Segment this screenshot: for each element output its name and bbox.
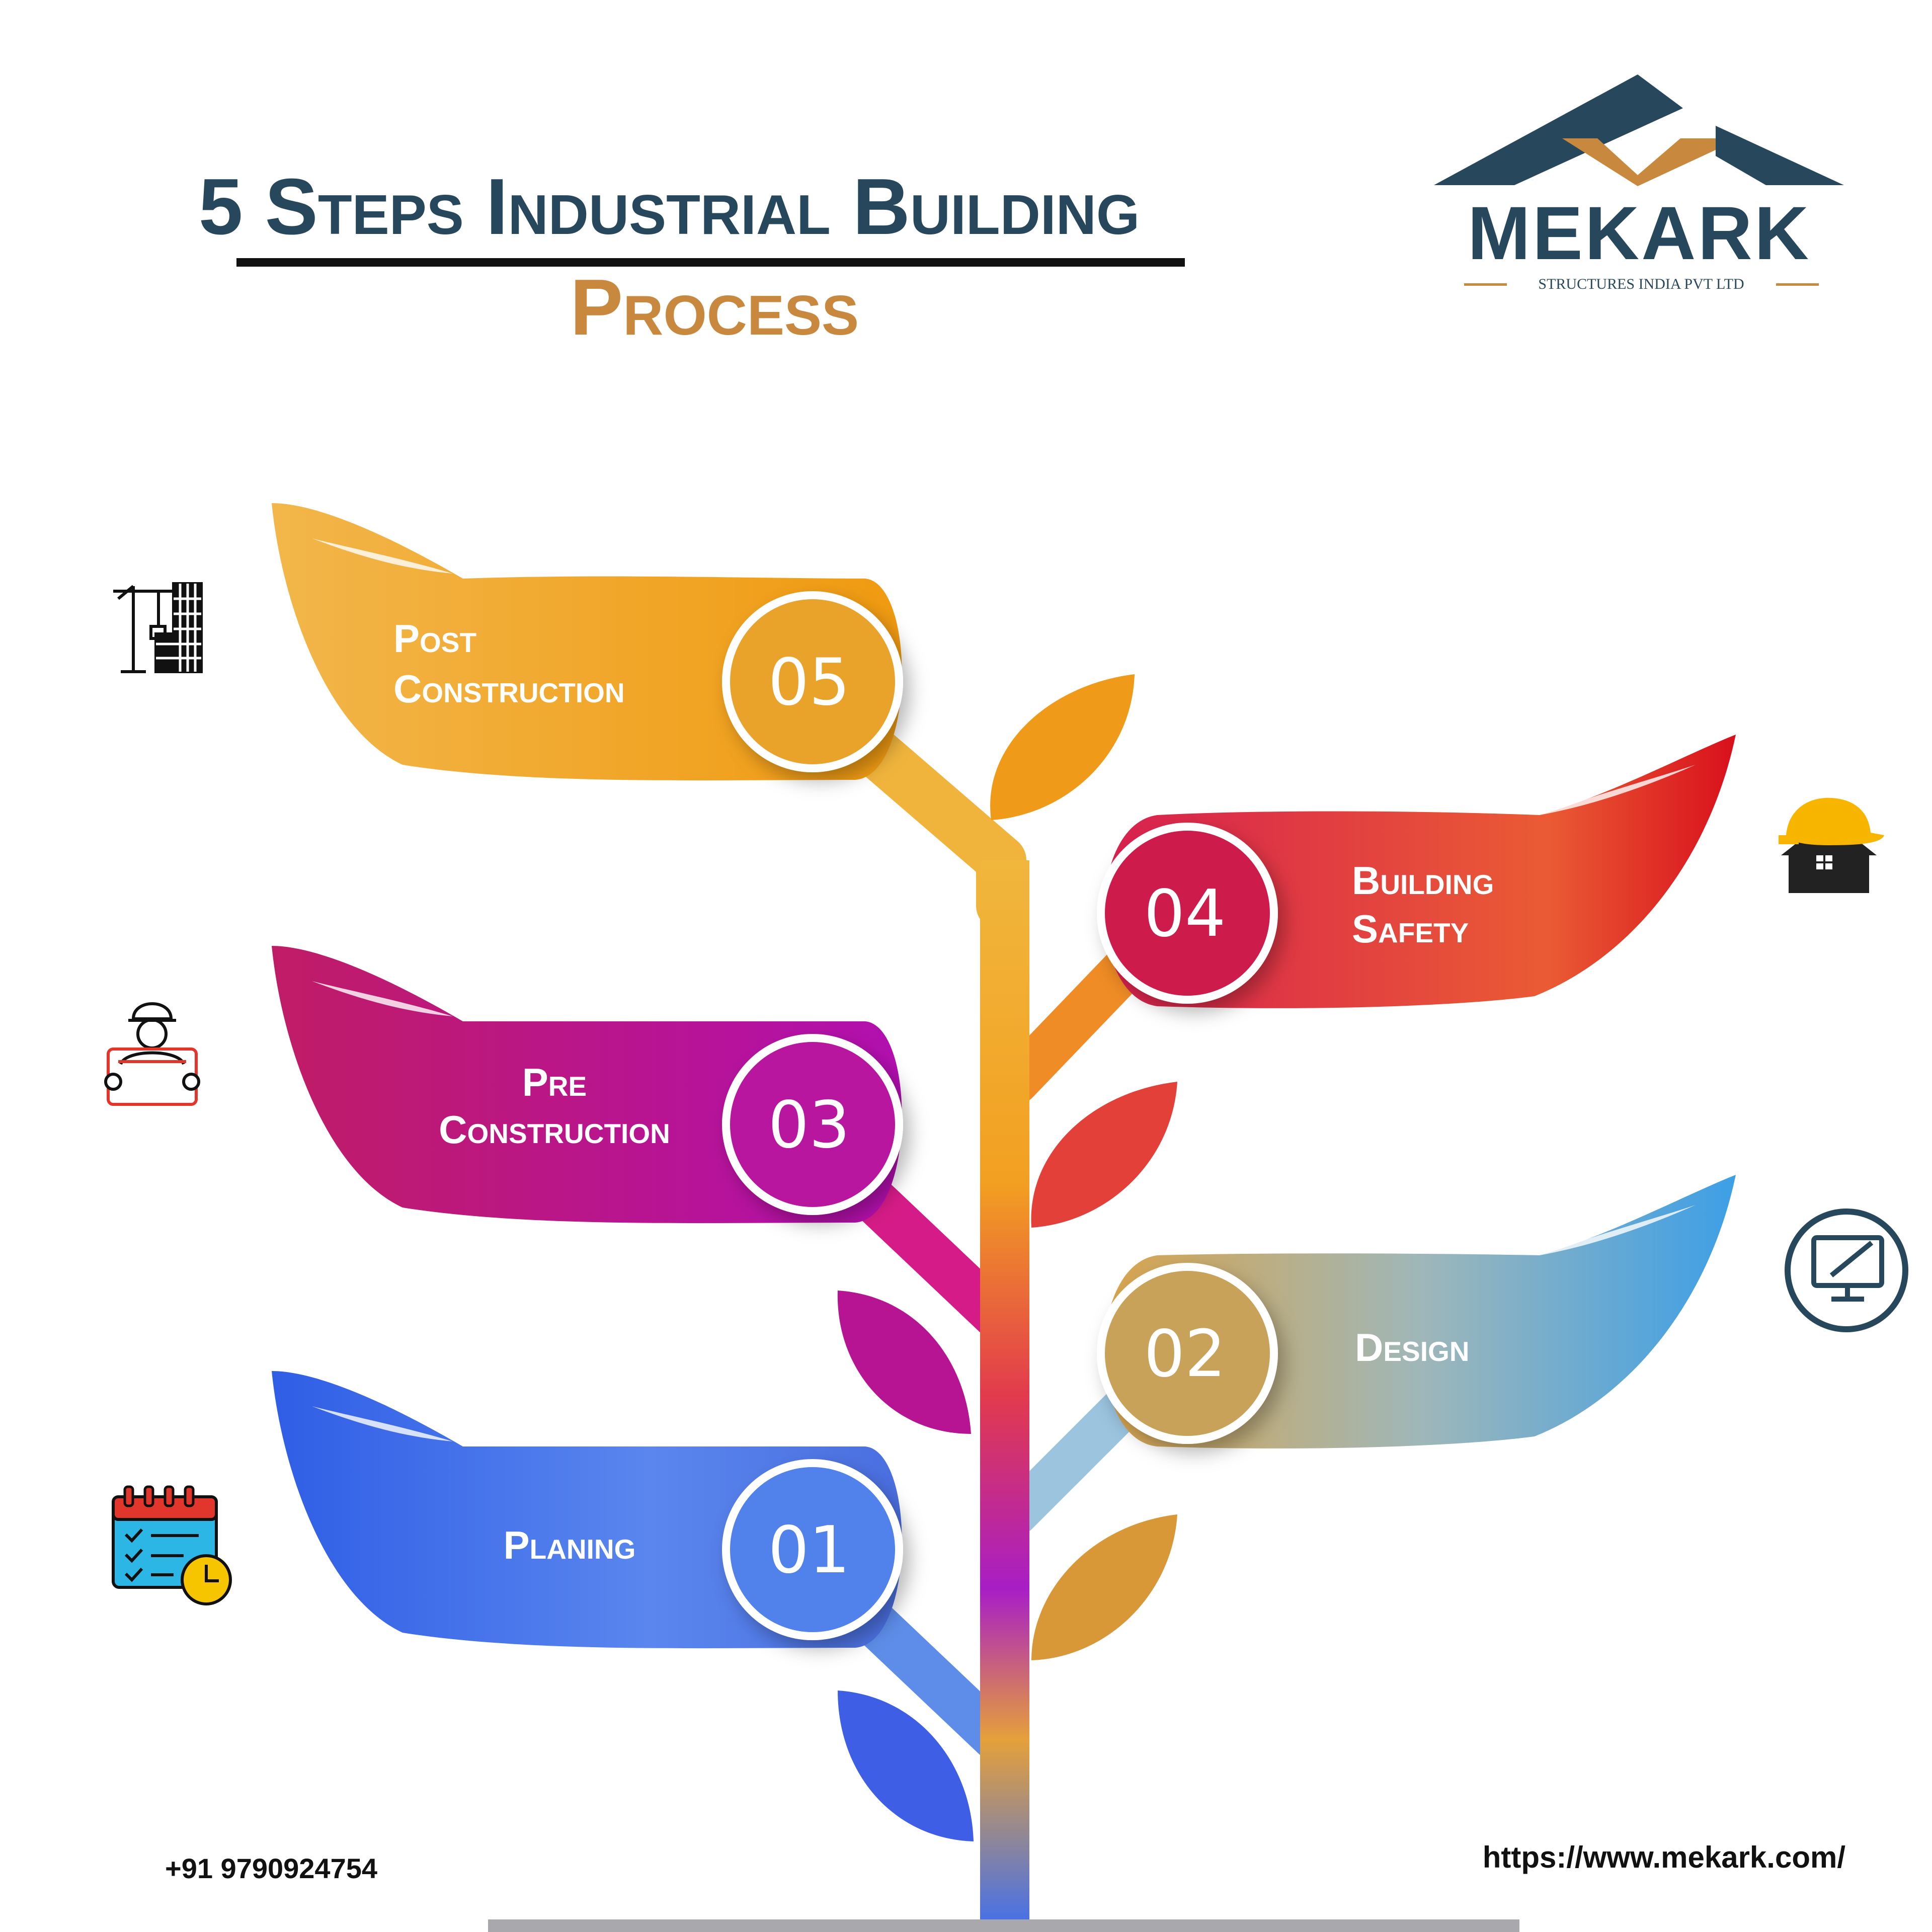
branch-02 [995,1372,1159,1536]
small-leaf [837,1291,971,1434]
step-05-badge [722,591,903,772]
small-leaf [838,1691,974,1841]
footer-phone: +91 9790924754 [165,1853,377,1884]
step-04: 04 Building Safety [1097,735,1736,1008]
step-02-number: 02 [1144,1317,1226,1392]
step-03-number: 03 [768,1088,850,1163]
logo-copper-right [1638,138,1716,186]
step-01-leaf-highlight [312,1406,453,1441]
step-04-leaf-highlight [1540,765,1696,815]
stem [830,709,1160,1932]
mekark-logo: MEKARK STRUCTURES INDIA PVT LTD [1434,74,1844,292]
step-04-number: 04 [1144,876,1226,951]
step-03-label-2: Construction [439,1107,670,1152]
step-02-label-1: Design [1355,1325,1469,1370]
footer-bar [488,1919,1519,1932]
logo-roof-right [1716,126,1844,185]
logo-copper-left [1562,138,1638,186]
step-01-number: 01 [768,1513,850,1588]
engineer-blueprint-icon [104,1002,200,1106]
crane-building-icon [113,582,203,673]
step-04-label-1: Building [1352,858,1494,903]
step-03-leaf-highlight [312,981,453,1016]
step-03-label-1: Pre [522,1060,587,1104]
logo-tagline-rule-right [1776,283,1819,286]
step-03-badge [722,1034,903,1215]
step-05-label-1: Post [393,616,476,661]
logo-tagline-rule-left [1464,283,1507,286]
footer-url[interactable]: https://www.mekark.com/ [1483,1840,1846,1874]
branch-04 [994,933,1160,1104]
step-01-label-1: Planing [504,1523,636,1567]
title-line-1: 5 Steps Industrial Building [199,163,1140,251]
calendar-checklist-icon [112,1485,232,1605]
logo-brand-text: MEKARK [1468,191,1811,275]
step-05: 05 Post Construction [272,503,903,781]
step-02-leaf-highlight [1540,1205,1696,1255]
small-leaves [837,674,1177,1841]
title-line-2: Process [570,263,859,352]
step-01-badge [722,1459,903,1640]
step-04-label-2: Safety [1352,907,1469,951]
step-01: 01 Planing [272,1371,903,1649]
step-02: 02 Design [1097,1175,1736,1448]
step-02-badge [1097,1263,1278,1444]
logo-tagline: STRUCTURES INDIA PVT LTD [1538,276,1744,292]
step-05-label-2: Construction [393,667,625,711]
title-underline [236,258,1185,267]
step-05-leaf-highlight [312,538,453,574]
small-leaf [1031,1082,1177,1228]
logo-roof-left [1434,74,1683,185]
step-04-badge [1097,823,1278,1004]
step-05-number: 05 [768,645,850,720]
step-03: 03 Pre Construction [272,946,903,1224]
small-leaf [1031,1514,1177,1660]
small-leaf [990,674,1135,820]
monitor-pen-icon [1785,1209,1908,1332]
main-trunk [980,860,1029,1932]
hardhat-house-icon [1779,797,1884,893]
